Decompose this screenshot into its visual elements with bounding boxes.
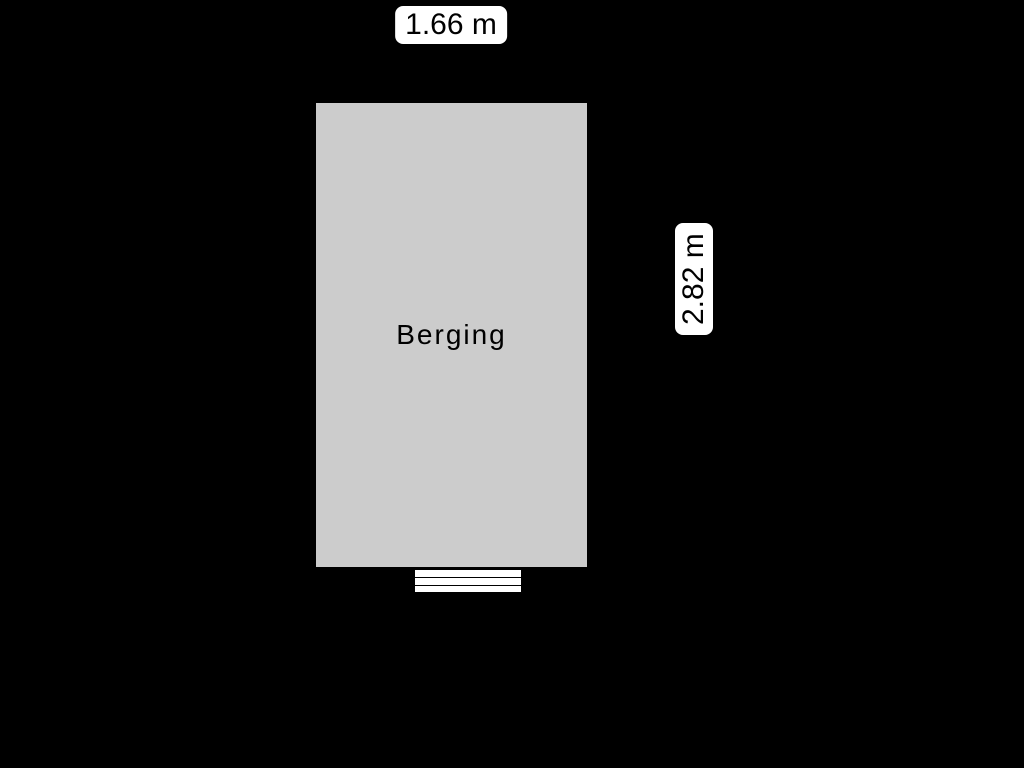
- door-threshold: [413, 568, 523, 594]
- floorplan-canvas: Berging 1.66 m 2.82 m: [0, 0, 1024, 768]
- dimension-width-label: 1.66 m: [395, 6, 507, 44]
- dimension-height-label: 2.82 m: [675, 223, 713, 335]
- room-label: Berging: [396, 319, 507, 351]
- room-berging: Berging: [313, 100, 590, 570]
